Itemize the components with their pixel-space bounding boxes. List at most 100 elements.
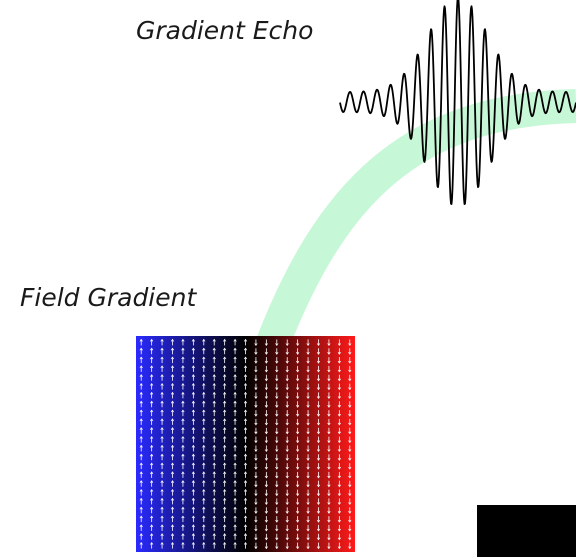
spin-arrow-head (337, 484, 341, 488)
spin-arrow-head (296, 493, 300, 497)
spin-arrow-head (337, 422, 341, 426)
spin-arrow-head (296, 405, 300, 408)
spin-arrow-head (212, 382, 216, 386)
spin-arrow-head (348, 528, 352, 532)
spin-arrow-head (275, 537, 279, 541)
spin-arrow-head (243, 462, 248, 466)
spin-arrow-head (160, 347, 164, 351)
spin-arrow-head (150, 382, 154, 386)
spin-arrow-head (212, 533, 216, 536)
spin-arrow-head (264, 537, 268, 541)
spin-arrow-head (254, 369, 258, 373)
spin-arrow-head (264, 369, 268, 373)
spin-arrow-head (160, 524, 164, 528)
spin-arrow-head (243, 488, 248, 492)
spin-arrow-head (296, 449, 300, 453)
spin-arrow-head (212, 374, 216, 377)
spin-arrow-head (191, 409, 195, 413)
spin-arrow-head (150, 347, 154, 351)
spin-arrow-head (264, 466, 268, 470)
spin-arrow-head (348, 387, 352, 391)
spin-arrow-head (223, 347, 227, 351)
spin-arrow-head (337, 475, 341, 479)
spin-arrow-head (306, 511, 310, 514)
spin-arrow-head (327, 360, 331, 364)
spin-arrow-head (306, 396, 310, 400)
spin-arrow-head (233, 506, 237, 510)
spin-arrow-head (316, 466, 321, 470)
spin-arrow-head (160, 453, 164, 457)
spin-arrow-head (139, 374, 143, 377)
spin-arrow-head (170, 444, 175, 448)
spin-arrow-head (150, 524, 154, 528)
spin-arrow-head (264, 519, 268, 523)
spin-arrow-head (223, 480, 227, 483)
spin-arrow-head (296, 537, 300, 541)
spin-arrow-head (139, 427, 143, 430)
spin-arrow-head (181, 356, 185, 360)
spin-arrow-head (181, 391, 185, 395)
spin-arrow-head (212, 471, 216, 475)
spin-arrow-head (191, 365, 195, 369)
spin-arrow-head (160, 497, 164, 501)
spin-arrow-head (160, 541, 164, 545)
spin-arrow-head (223, 488, 227, 492)
spin-arrow-head (223, 391, 227, 395)
spin-arrow-head (306, 387, 310, 391)
spin-arrow-head (223, 506, 227, 510)
spin-arrow-head (348, 405, 352, 408)
spin-arrow-head (150, 506, 154, 510)
spin-arrow-head (348, 343, 352, 347)
spin-arrow-head (285, 511, 289, 514)
spin-arrow-head (285, 519, 289, 523)
spin-arrow-head (212, 453, 216, 457)
spin-arrow-head (150, 391, 154, 395)
spin-arrow-head (337, 519, 341, 523)
spin-arrow-head (223, 374, 227, 377)
spin-arrow-head (285, 466, 289, 470)
spin-arrow-head (170, 462, 175, 466)
spin-arrow-head (223, 435, 227, 439)
spin-arrow-head (202, 427, 206, 430)
spin-arrow-head (275, 422, 279, 426)
spin-arrow-head (202, 497, 206, 501)
spin-arrow-head (191, 462, 195, 466)
spin-arrow-head (316, 484, 321, 488)
spin-arrow-head (181, 338, 185, 342)
spin-arrow-head (181, 515, 185, 519)
spin-arrow-head (327, 431, 331, 435)
spin-arrow-head (316, 360, 321, 364)
spin-arrow-head (285, 502, 289, 506)
spin-arrow-head (139, 506, 143, 510)
spin-arrow-head (296, 396, 300, 400)
spin-arrow-head (316, 396, 321, 400)
spin-arrow-head (160, 382, 164, 386)
spin-arrow-head (285, 440, 289, 444)
spin-arrow-head (348, 413, 352, 417)
spin-arrow-head (202, 435, 206, 439)
spin-arrow-head (139, 356, 143, 360)
spin-arrow-head (285, 343, 289, 347)
spin-arrow-head (212, 338, 216, 342)
spin-arrow-head (296, 378, 300, 382)
spin-arrow-head (254, 528, 258, 532)
spin-arrow-head (348, 546, 352, 550)
spin-arrow-head (181, 462, 185, 466)
spin-arrow-head (150, 541, 154, 545)
spin-arrow-head (212, 347, 216, 351)
spin-arrow-head (150, 418, 154, 422)
spin-arrow-head (181, 471, 185, 475)
spin-arrow-head (337, 369, 341, 373)
spin-arrow-head (170, 338, 175, 342)
spin-arrow-head (160, 365, 164, 369)
spin-arrow-head (327, 369, 331, 373)
spin-arrow-head (285, 493, 289, 497)
spin-arrow-head (316, 519, 321, 523)
spin-arrow-head (275, 449, 279, 453)
spin-arrow-head (327, 405, 331, 408)
spin-arrow-head (223, 427, 227, 430)
spin-arrow-head (212, 356, 216, 360)
echo-waveform (339, 0, 576, 205)
spin-arrow-head (233, 524, 237, 528)
spin-arrow-head (212, 418, 216, 422)
